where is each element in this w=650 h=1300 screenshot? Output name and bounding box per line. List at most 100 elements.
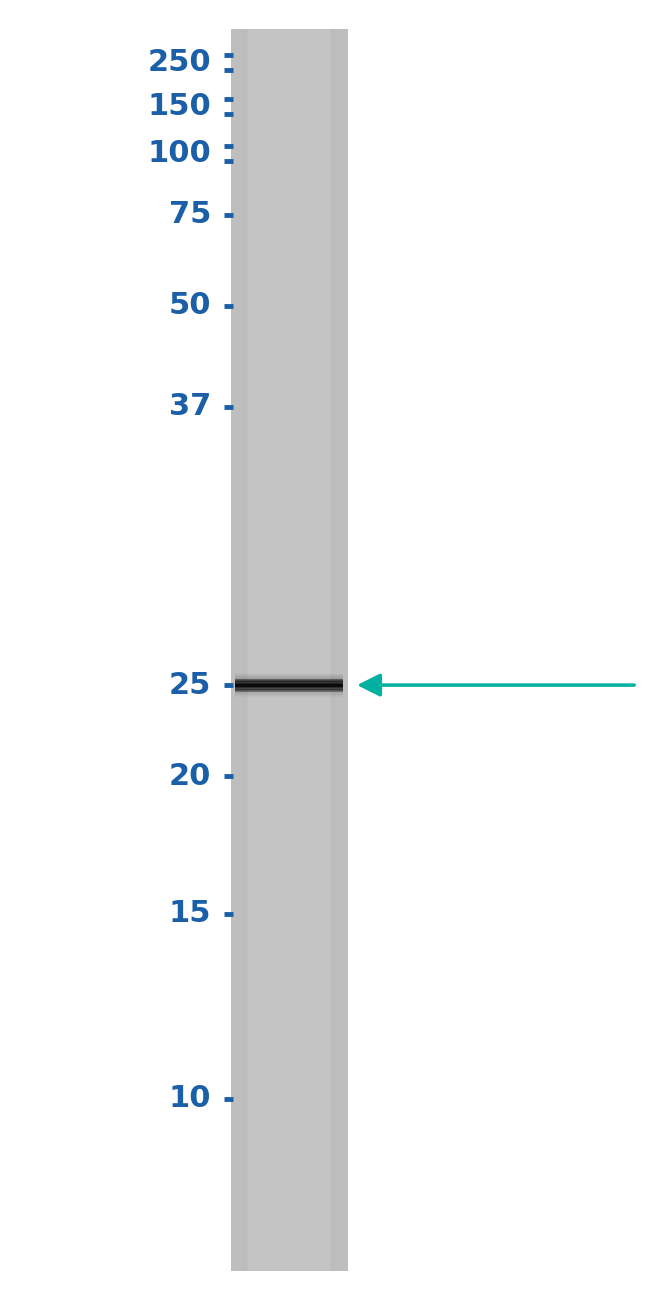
Bar <box>231 29 237 1271</box>
Bar <box>333 29 348 1271</box>
Bar <box>231 29 246 1271</box>
Bar <box>231 29 246 1271</box>
Bar <box>343 29 348 1271</box>
Bar <box>332 29 348 1271</box>
Bar <box>337 29 348 1271</box>
Bar <box>231 29 237 1271</box>
Bar <box>342 29 348 1271</box>
Bar <box>231 29 232 1271</box>
Bar <box>343 29 348 1271</box>
Bar <box>345 29 348 1271</box>
Bar <box>231 29 248 1271</box>
Bar <box>231 29 240 1271</box>
Bar <box>231 29 247 1271</box>
Bar <box>346 29 348 1271</box>
Text: 100: 100 <box>148 139 211 168</box>
Bar <box>231 29 248 1271</box>
Bar <box>231 29 234 1271</box>
Bar <box>231 29 237 1271</box>
Bar <box>346 29 348 1271</box>
Bar <box>231 29 244 1271</box>
Bar <box>231 29 243 1271</box>
Bar <box>333 29 348 1271</box>
Bar <box>231 29 235 1271</box>
Bar <box>231 29 248 1271</box>
Bar <box>231 29 242 1271</box>
Bar <box>231 29 246 1271</box>
Bar <box>346 29 348 1271</box>
Bar <box>340 29 348 1271</box>
Bar <box>231 29 235 1271</box>
Bar <box>337 29 348 1271</box>
Bar <box>335 29 348 1271</box>
Bar <box>231 29 242 1271</box>
Bar <box>339 29 348 1271</box>
Bar <box>231 29 245 1271</box>
Bar <box>340 29 348 1271</box>
Bar <box>339 29 348 1271</box>
Bar <box>333 29 348 1271</box>
Bar <box>231 29 246 1271</box>
Bar <box>344 29 348 1271</box>
Bar <box>231 29 233 1271</box>
Bar <box>336 29 348 1271</box>
Bar <box>231 29 236 1271</box>
Bar <box>336 29 348 1271</box>
Bar <box>231 29 246 1271</box>
Bar <box>335 29 348 1271</box>
Bar <box>231 29 239 1271</box>
Bar <box>231 29 348 1271</box>
Bar <box>339 29 348 1271</box>
Bar <box>231 29 245 1271</box>
Bar <box>342 29 348 1271</box>
Bar <box>341 29 348 1271</box>
Bar <box>337 29 348 1271</box>
Bar <box>333 29 348 1271</box>
Bar <box>337 29 348 1271</box>
Bar <box>231 29 236 1271</box>
Text: 20: 20 <box>169 762 211 790</box>
Bar <box>231 29 233 1271</box>
Bar <box>231 29 243 1271</box>
Bar <box>231 29 235 1271</box>
Bar <box>231 29 241 1271</box>
Bar <box>339 29 348 1271</box>
Bar <box>333 29 348 1271</box>
Bar <box>347 29 348 1271</box>
Bar <box>231 29 242 1271</box>
Bar <box>334 29 348 1271</box>
Bar <box>231 29 244 1271</box>
Bar <box>231 29 240 1271</box>
Bar <box>332 29 348 1271</box>
Bar <box>341 29 348 1271</box>
Bar <box>231 29 244 1271</box>
Bar <box>231 29 234 1271</box>
Bar <box>231 29 244 1271</box>
Text: 25: 25 <box>169 671 211 699</box>
Bar <box>231 29 238 1271</box>
Text: 250: 250 <box>148 48 211 77</box>
Bar <box>231 29 234 1271</box>
Bar <box>331 29 348 1271</box>
Bar <box>336 29 348 1271</box>
Bar <box>231 29 237 1271</box>
Text: 10: 10 <box>169 1084 211 1113</box>
Bar <box>231 29 240 1271</box>
Bar <box>231 29 237 1271</box>
Bar <box>330 29 348 1271</box>
Bar <box>231 29 241 1271</box>
Bar <box>231 29 239 1271</box>
Bar <box>231 29 239 1271</box>
Bar <box>231 29 233 1271</box>
Bar <box>345 29 348 1271</box>
Bar <box>341 29 348 1271</box>
Bar <box>341 29 348 1271</box>
Bar <box>231 29 239 1271</box>
Text: 50: 50 <box>169 291 211 320</box>
Bar <box>342 29 348 1271</box>
Bar <box>343 29 348 1271</box>
Bar <box>231 29 240 1271</box>
Bar <box>231 29 242 1271</box>
Bar <box>231 29 248 1271</box>
Bar <box>344 29 348 1271</box>
